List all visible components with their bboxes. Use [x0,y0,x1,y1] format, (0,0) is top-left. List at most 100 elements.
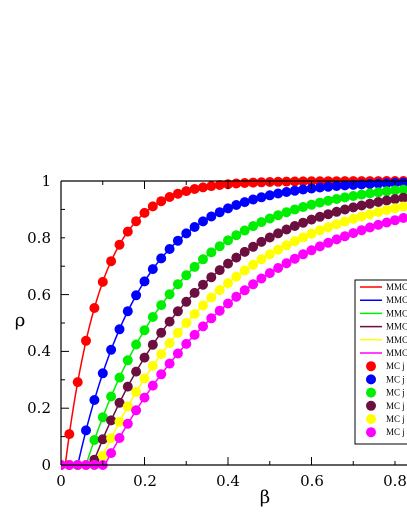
data-point [122,401,133,412]
data-point [273,210,284,221]
data-point [264,232,275,243]
legend-label: MMC [386,308,407,318]
data-point [273,228,284,239]
data-point [189,329,200,340]
data-point [298,217,309,228]
data-point [248,221,259,232]
data-point [164,338,175,349]
data-point [281,258,292,269]
data-point [273,244,284,255]
data-point [164,316,175,327]
y-tick-label: 0.6 [27,286,51,304]
legend-label: MC j [386,414,405,424]
data-point [122,381,133,392]
data-point [97,450,108,461]
data-point [306,245,317,256]
x-tick-label: 0.6 [300,472,324,490]
data-point [289,185,300,196]
x-tick-label: 0 [56,472,66,490]
data-point [323,237,334,248]
data-point [114,397,125,408]
data-point [364,222,375,233]
data-point [231,291,242,302]
data-point [139,352,150,363]
data-point [323,222,334,233]
data-point [72,377,83,388]
x-axis-label: β [260,487,270,508]
legend-label: MMC [386,322,407,332]
data-point [156,327,167,338]
data-point [390,194,400,205]
legend: MMC MMC MMC MMC MMC MMC MC j MC j MC j MC j MC j MC… [354,279,407,445]
data-point [281,176,292,187]
data-point [156,349,167,360]
data-point [198,254,208,265]
data-point [206,292,217,303]
data-point [172,306,183,317]
data-point [281,224,292,235]
data-point [256,236,267,247]
data-point [381,186,392,197]
data-point [223,203,233,214]
data-point [339,216,350,227]
data-point [231,230,242,241]
data-point [181,270,192,281]
y-tick-label: 1 [41,172,51,190]
data-point [364,188,375,199]
data-point [348,213,359,224]
legend-label: MC j [386,401,405,411]
data-point [331,181,342,191]
data-point [373,187,384,198]
data-point [381,205,392,216]
data-point [273,188,284,199]
data-point [172,235,183,246]
data-point [281,240,292,251]
data-point [331,219,342,230]
data-point [131,366,142,377]
data-point [198,321,208,332]
data-point [164,358,175,369]
data-point [298,202,309,212]
data-point [198,216,208,227]
data-point [281,207,292,218]
data-point [172,188,183,199]
data-point [398,184,407,195]
data-point [239,225,250,236]
data-point [306,228,317,239]
data-point [356,211,367,222]
data-point [256,192,267,203]
legend-label: MMC [386,348,407,358]
x-tick-label: 0.2 [133,472,157,490]
y-axis-label: ρ [15,310,26,331]
data-point [356,189,367,200]
data-point [289,204,300,215]
data-point [306,214,317,225]
legend-label: MC j [386,427,405,437]
data-point [214,305,225,316]
data-point [248,241,259,252]
data-point [264,268,275,279]
data-point [147,264,158,275]
data-point [214,180,225,190]
legend-marker-swatch [366,374,376,385]
data-point [231,200,242,210]
data-point [356,200,367,211]
data-point [131,290,142,301]
data-point [331,194,342,204]
data-point [181,186,192,197]
data-point [356,179,367,190]
data-point [81,425,91,436]
data-point [264,213,275,224]
data-point [106,433,117,444]
data-point [156,300,167,311]
data-point [281,187,292,197]
data-point [122,418,133,429]
data-point [106,391,117,402]
legend-marker-swatch [366,400,376,411]
data-point [314,197,325,208]
data-point [256,273,267,284]
data-point [390,185,400,196]
data-point [198,279,208,290]
data-point [223,278,233,289]
